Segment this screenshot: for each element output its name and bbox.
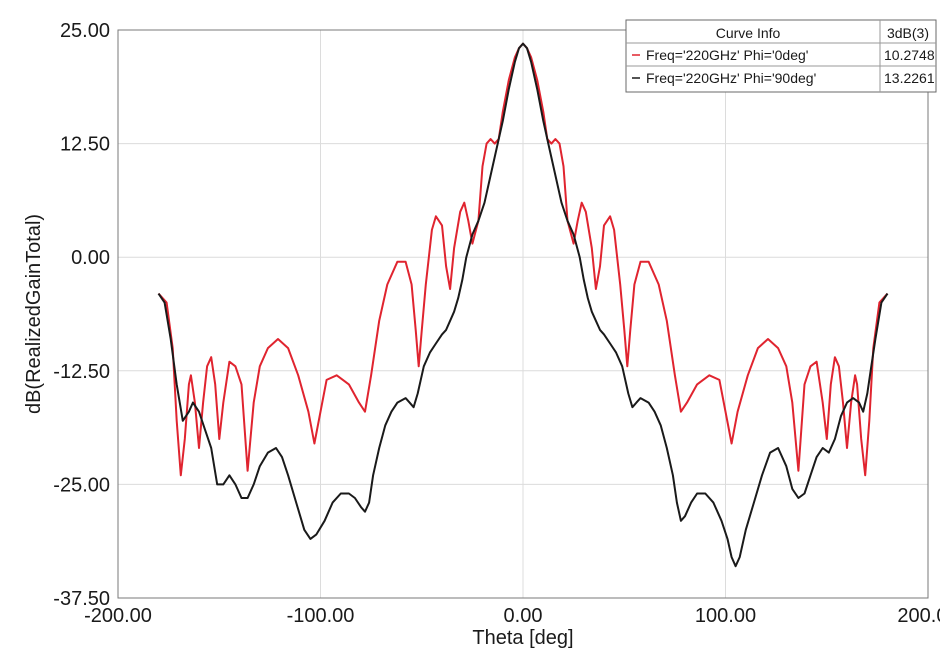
y-tick-label: -12.50 <box>53 361 110 383</box>
y-tick-label: 25.00 <box>60 20 110 42</box>
x-tick-label: 100.00 <box>695 605 756 627</box>
x-tick-label: 200.00 <box>897 605 940 627</box>
legend-header: Curve Info <box>716 25 781 41</box>
y-tick-label: -37.50 <box>53 588 110 610</box>
x-tick-label: 0.00 <box>504 605 543 627</box>
series-layer <box>157 42 889 568</box>
x-axis-ticks: -200.00 -100.00 0.00 100.00 200.00 <box>84 605 940 627</box>
x-tick-label: -200.00 <box>84 605 152 627</box>
y-tick-label: 12.50 <box>60 134 110 156</box>
legend-entry-phi-0: Freq='220GHz' Phi='0deg' <box>646 47 808 63</box>
grid <box>117 29 929 599</box>
y-axis-ticks: 25.00 12.50 0.00 -12.50 -25.00 -37.50 <box>53 20 110 610</box>
legend-column-header: 3dB(3) <box>887 25 929 41</box>
y-tick-label: -25.00 <box>53 474 110 496</box>
y-tick-label: 0.00 <box>71 247 110 269</box>
y-axis-label: dB(RealizedGainTotal) <box>23 214 45 414</box>
legend: Curve Info 3dB(3) Freq='220GHz' Phi='0de… <box>625 19 937 93</box>
x-axis-label: Theta [deg] <box>472 627 573 649</box>
x-tick-label: -100.00 <box>287 605 355 627</box>
plot-area <box>117 29 929 599</box>
series-line-1 <box>157 42 889 568</box>
legend-value-phi-0: 10.2748 <box>884 47 935 63</box>
legend-value-phi-90: 13.2261 <box>884 70 935 86</box>
legend-entry-phi-90: Freq='220GHz' Phi='90deg' <box>646 70 816 86</box>
